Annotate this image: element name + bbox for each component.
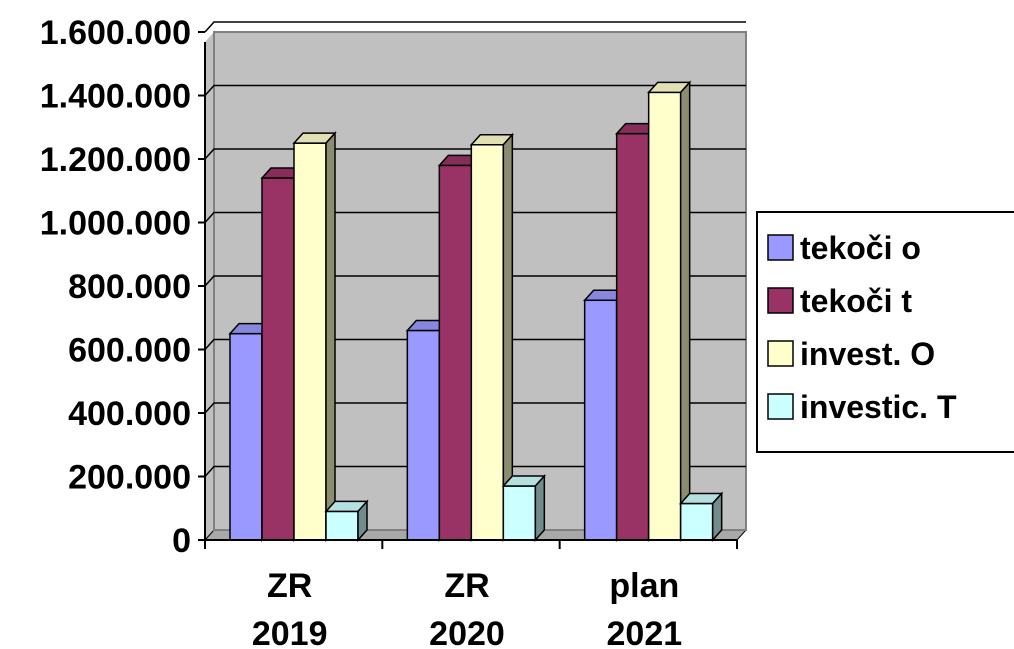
gridline: [204, 211, 746, 224]
legend-label: tekoči t: [800, 283, 912, 319]
y-tick-label: 400.000: [68, 395, 191, 433]
bar: [501, 474, 547, 542]
legend-swatch: [767, 234, 794, 261]
bar-front: [293, 142, 327, 541]
gridline: [204, 402, 746, 414]
y-tick-label: 200.000: [68, 459, 191, 497]
gridline: [204, 465, 746, 478]
bar: [678, 491, 724, 542]
bar-front: [229, 332, 263, 541]
bar-front: [647, 91, 682, 541]
gridline: [204, 148, 746, 160]
gridline: [204, 338, 746, 351]
bar-front: [583, 299, 618, 541]
bar-side: [325, 131, 336, 542]
legend-swatch: [767, 287, 794, 314]
bar-front: [502, 485, 537, 541]
bar-front: [470, 143, 505, 541]
x-axis: ZR 2019 ZR 2020 plan 2021: [204, 539, 738, 649]
bar-side: [711, 491, 723, 542]
legend: tekoči o tekoči t invest. O investic. T: [756, 211, 1014, 453]
x-tick-label: ZR 2019: [252, 567, 328, 649]
bar-side: [534, 474, 546, 542]
bar-side: [679, 80, 691, 542]
bars: [228, 80, 724, 542]
bar: [469, 132, 515, 542]
bar: [292, 131, 337, 542]
bar-front: [679, 502, 714, 541]
bar-front: [261, 177, 295, 541]
y-axis: 0 200.000 400.000 600.000 800.000 1.000.000 1.…: [40, 14, 206, 560]
legend-label: investic. T: [800, 389, 957, 425]
bar-side: [357, 499, 368, 542]
y-tick-label: 1.400.000: [40, 78, 191, 116]
bar-front: [615, 132, 650, 541]
bar: [646, 80, 692, 542]
y-tick-label: 1.000.000: [40, 205, 191, 243]
legend-swatch: [767, 340, 794, 367]
y-tick-label: 1.200.000: [40, 141, 191, 179]
x-tick-label: plan 2021: [607, 567, 683, 649]
legend-label: invest. O: [800, 336, 935, 372]
bar-front: [438, 164, 473, 541]
gridline: [204, 84, 746, 97]
bar: [324, 499, 369, 542]
legend-box: [756, 211, 1014, 453]
x-tick-label: ZR 2020: [429, 567, 505, 649]
gridlines: [204, 21, 746, 478]
bar-front: [325, 510, 359, 541]
y-tick-label: 600.000: [68, 332, 191, 370]
legend-swatch: [767, 393, 794, 420]
gridline: [204, 21, 746, 33]
gridline: [204, 275, 746, 287]
y-tick-label: 1.600.000: [40, 14, 191, 52]
legend-label: tekoči o: [800, 230, 921, 266]
y-tick-label: 800.000: [68, 268, 191, 306]
bar-front: [406, 329, 441, 541]
y-tick-label: 0: [172, 522, 191, 560]
